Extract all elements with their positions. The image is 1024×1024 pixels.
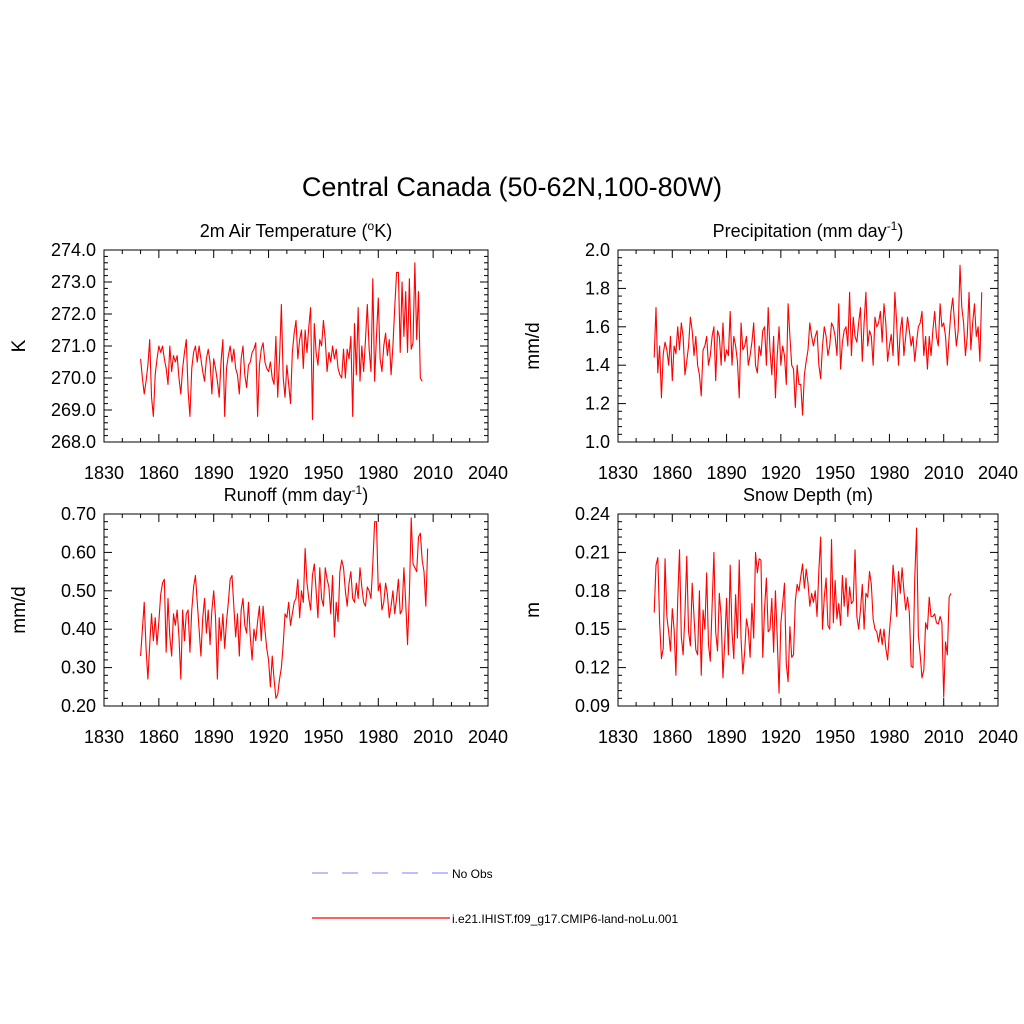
x-tick-label: 1860 [139, 463, 179, 483]
panel-title-sup: -1 [352, 483, 363, 497]
x-tick-label: 1950 [303, 727, 343, 747]
x-tick-label: 2040 [468, 463, 508, 483]
x-tick-label: 1920 [249, 727, 289, 747]
panel-title-text: Snow Depth (m) [743, 485, 873, 505]
y-tick-label: 0.24 [575, 504, 610, 524]
y-tick-label: 271.0 [51, 336, 96, 356]
x-tick-label: 1980 [358, 727, 398, 747]
series-line [140, 262, 423, 421]
x-tick-label: 1950 [815, 727, 855, 747]
plot-frame [617, 249, 999, 443]
panel-title-text: Precipitation (mm day [713, 221, 887, 241]
y-tick-label: 268.0 [51, 432, 96, 452]
x-tick-label: 2010 [924, 463, 964, 483]
y-tick-label: 0.18 [575, 581, 610, 601]
x-tick-label: 1860 [652, 463, 692, 483]
y-tick-label: 0.09 [575, 696, 610, 716]
y-tick-label: 1.6 [585, 317, 610, 337]
y-tick-label: 0.20 [61, 696, 96, 716]
ticks [103, 249, 489, 443]
y-tick-label: 273.0 [51, 272, 96, 292]
x-tick-label: 1980 [869, 463, 909, 483]
plot-frame [103, 513, 489, 707]
x-tick-label: 2010 [413, 463, 453, 483]
y-tick-label: 0.70 [61, 504, 96, 524]
x-tick-label: 1890 [194, 463, 234, 483]
panel-title-sup: o [368, 219, 375, 233]
y-tick-label: 1.8 [585, 278, 610, 298]
y-tick-label: 274.0 [51, 240, 96, 260]
x-tick-label: 1920 [761, 727, 801, 747]
y-tick-label: 0.60 [61, 542, 96, 562]
legend-label-2: i.e21.IHIST.f09_g17.CMIP6-land-noLu.001 [452, 912, 678, 926]
panel-4: Snow Depth (m) m 1830 1860 1890 1920 1950 1980 2… [523, 485, 1018, 747]
panel-title-text-end: K) [374, 221, 392, 241]
panel-title: Runoff (mm day-1) [224, 483, 368, 505]
x-tick-label: 2040 [468, 727, 508, 747]
panel-title-text-end: ) [362, 485, 368, 505]
x-tick-label: 1830 [84, 727, 124, 747]
panel-title: Snow Depth (m) [743, 485, 873, 505]
x-tick-label: 1920 [761, 463, 801, 483]
panel-title-text: Runoff (mm day [224, 485, 352, 505]
x-tick-label: 2040 [978, 727, 1018, 747]
y-axis-label: m [523, 602, 544, 618]
x-tick-label: 1890 [194, 727, 234, 747]
x-tick-label: 2010 [413, 727, 453, 747]
y-tick-label: 1.0 [585, 432, 610, 452]
x-tick-label: 1830 [598, 463, 638, 483]
ticks [103, 513, 489, 707]
x-tick-label: 1920 [249, 463, 289, 483]
x-tick-label: 1860 [139, 727, 179, 747]
panel-1: 2m Air Temperature (oK) K 1830 1860 1890 1920… [9, 219, 508, 483]
x-tick-label: 2010 [924, 727, 964, 747]
panel-title-text: 2m Air Temperature ( [200, 221, 368, 241]
series-line [140, 517, 429, 699]
y-axis-label: mm/d [9, 586, 30, 634]
panel-title: Precipitation (mm day-1) [713, 219, 904, 241]
y-tick-label: 0.15 [575, 619, 610, 639]
y-tick-label: 0.30 [61, 658, 96, 678]
panel-title-sup: -1 [887, 219, 898, 233]
ticks [617, 249, 999, 443]
x-tick-label: 1890 [707, 463, 747, 483]
y-tick-label: 0.12 [575, 658, 610, 678]
legend: No Obs i.e21.IHIST.f09_g17.CMIP6-land-noL… [312, 867, 678, 926]
y-tick-label: 2.0 [585, 240, 610, 260]
y-tick-label: 1.2 [585, 394, 610, 414]
series-line [653, 264, 983, 416]
panels: 2m Air Temperature (oK) K 1830 1860 1890 1920… [9, 219, 1018, 747]
x-tick-label: 1980 [358, 463, 398, 483]
series-line [653, 527, 952, 698]
y-axis-label: mm/d [523, 322, 544, 370]
y-tick-label: 0.50 [61, 581, 96, 601]
y-tick-label: 269.0 [51, 400, 96, 420]
x-tick-label: 2040 [978, 463, 1018, 483]
x-tick-label: 1980 [869, 727, 909, 747]
panel-title: 2m Air Temperature (oK) [200, 219, 392, 241]
x-tick-label: 1950 [815, 463, 855, 483]
x-tick-label: 1950 [303, 463, 343, 483]
x-tick-label: 1830 [84, 463, 124, 483]
panel-2: Precipitation (mm day-1) mm/d 1830 1860 1890… [523, 219, 1018, 483]
y-axis-label: K [9, 339, 30, 352]
legend-label-1: No Obs [452, 867, 493, 881]
plot-frame [103, 249, 489, 443]
figure-title: Central Canada (50-62N,100-80W) [302, 172, 722, 202]
x-tick-label: 1860 [652, 727, 692, 747]
y-tick-label: 0.40 [61, 619, 96, 639]
panel-3: Runoff (mm day-1) mm/d 1830 1860 1890 1920 195… [9, 483, 508, 747]
ticks [617, 513, 999, 707]
x-tick-label: 1830 [598, 727, 638, 747]
y-tick-label: 0.21 [575, 542, 610, 562]
y-tick-label: 1.4 [585, 355, 610, 375]
x-tick-label: 1890 [707, 727, 747, 747]
plot-frame [617, 513, 999, 707]
panel-title-text-end: ) [897, 221, 903, 241]
y-tick-label: 272.0 [51, 304, 96, 324]
y-tick-label: 270.0 [51, 368, 96, 388]
